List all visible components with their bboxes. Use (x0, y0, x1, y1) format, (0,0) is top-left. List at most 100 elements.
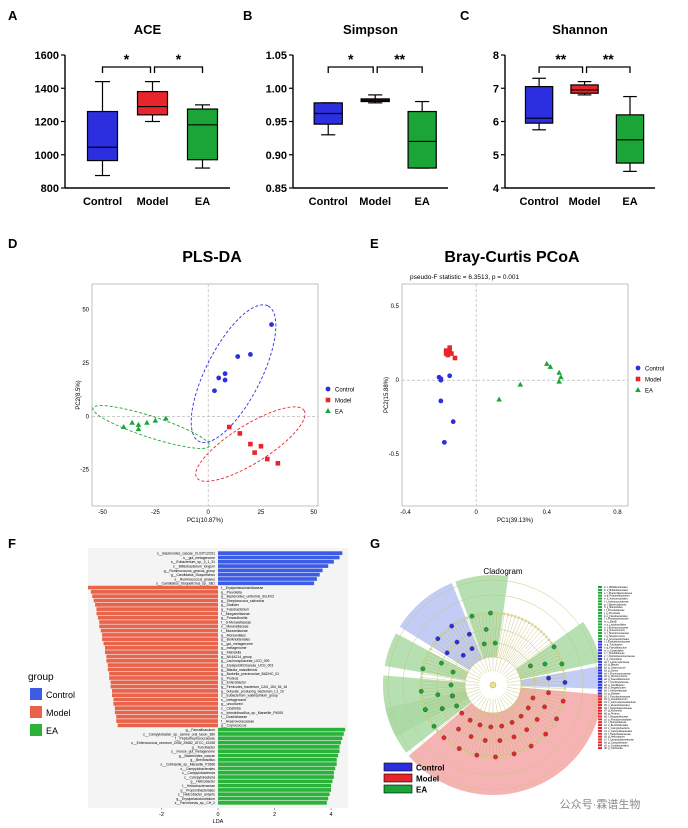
lda-bar-model (109, 671, 218, 676)
biomarker-node (454, 703, 459, 709)
leaf-node (499, 755, 502, 758)
legend-swatch-model (30, 706, 42, 718)
leaf-node (459, 619, 462, 623)
leaf-node (534, 742, 537, 745)
branch-line (460, 620, 487, 673)
point-model (226, 424, 232, 430)
bar-label: g__Dialister (221, 603, 240, 607)
point-model (452, 355, 458, 361)
legend-list-item: b3: g_Fusobacterium (604, 698, 628, 701)
x-tick-label: 0.4 (543, 510, 552, 516)
leaf-node (422, 702, 425, 705)
legend-list-item: b9: f_Morganellaceae (604, 715, 629, 718)
legend-list-swatch (598, 703, 602, 706)
branch-line (502, 633, 545, 676)
branch-line (513, 703, 547, 734)
point-control (635, 365, 641, 371)
panel-letter-D: D (8, 236, 17, 251)
legend-list-swatch (598, 709, 602, 712)
legend-list-item: a8: g_Oscillibacter (604, 684, 625, 687)
leaf-node (547, 729, 551, 732)
legend-list-item: n: o_Lactobacillales (604, 623, 627, 626)
leaf-node (557, 713, 560, 716)
legend-list-item: a7: f_Oscillospiraceae (604, 681, 629, 684)
branch-line (520, 692, 563, 704)
chart-title: ACE (134, 22, 162, 37)
biomarker-node (449, 623, 455, 629)
branch-line (495, 712, 501, 757)
point-model (635, 376, 641, 382)
legend-label: Control (645, 367, 664, 373)
legend-list-item: c6: g_Helicobacter (604, 736, 625, 739)
box-ea (407, 110, 437, 169)
point-ea (547, 363, 554, 369)
point-control (216, 375, 222, 381)
chart-title: PLS-DA (182, 249, 242, 266)
legend-swatch-ea (383, 784, 413, 794)
legend-list-item: a9: c_Negativicutes (604, 687, 627, 690)
branch-line (506, 673, 565, 683)
point-ea (558, 374, 564, 380)
legend-list-item: c9: o_Coriobacteriales (604, 744, 630, 747)
biomarker-node (551, 644, 557, 650)
legend-list-item: b7: g_Klebsiella (604, 710, 622, 713)
leaf-node (420, 676, 423, 679)
branch-line (485, 712, 491, 757)
bar-label: s__gut_metagenome (221, 642, 253, 646)
leaf-node (446, 739, 449, 743)
bar-label: s__Candidatus_Stoquefichus_sp._SB1 (156, 582, 215, 586)
legend-list-swatch (598, 721, 602, 724)
biomarker-node (554, 716, 559, 722)
branch-line (474, 712, 486, 755)
lda-bar-control (218, 559, 334, 564)
confidence-ellipse-control (190, 304, 277, 443)
biomarker-node (441, 735, 447, 741)
legend-list-swatch (598, 663, 602, 666)
x-tick-label: 2 (273, 812, 276, 818)
y-tick-label: 800 (41, 183, 59, 195)
branch-line (424, 689, 480, 708)
legend-list-item: a0: f_Lachnospiraceae (604, 661, 630, 664)
lda-bar-model (99, 620, 218, 624)
bar-label: f__Helicobacteraceae (182, 784, 215, 788)
legend-list-swatch (598, 591, 602, 594)
branch-line (516, 700, 554, 725)
branch-line (506, 687, 565, 697)
y-tick-label: 0.90 (266, 150, 287, 162)
x-tick-label: EA (195, 196, 210, 208)
leaf-node (531, 623, 534, 626)
lda-bar-model (100, 628, 218, 633)
branch-line (470, 616, 489, 672)
bar-label: s__Moraxellaceae (221, 625, 249, 629)
legend-list-item: x: f_Clostridiaceae (604, 652, 625, 655)
biomarker-node (439, 660, 444, 666)
biomarker-node (518, 713, 524, 719)
legend-list-swatch (598, 701, 602, 704)
lda-bar-ea (218, 800, 327, 805)
biomarker-node (543, 731, 549, 737)
legend-list-item: c1: f_Moraxellaceae (604, 721, 627, 724)
legend-label: Model (645, 378, 661, 384)
clade-sector-control (399, 583, 483, 671)
bar-label: g__NK4A214_group (221, 655, 252, 659)
x-tick-label: -25 (151, 510, 160, 516)
lda-bar-model (107, 667, 218, 672)
legend-list-swatch (598, 603, 602, 606)
y-axis-label: PC2(15.88%) (384, 377, 390, 413)
point-model (252, 450, 257, 455)
point-control (222, 371, 228, 377)
branch-line (463, 619, 482, 660)
branch-line (504, 710, 523, 751)
legend-list-swatch (598, 692, 602, 695)
legend-label: Control (416, 764, 444, 773)
legend-label: EA (46, 726, 58, 736)
point-control (235, 354, 241, 359)
clade-sector-ea (384, 633, 469, 681)
legend-list-item: a5: g_Ruminococcus (604, 675, 628, 678)
legend-list-item: a: c_Bifidobacteriales (604, 586, 629, 589)
legend-list-swatch (598, 657, 602, 660)
lda-bar-ea (218, 727, 346, 732)
clade-sector-ea (455, 574, 509, 659)
branch-line (497, 616, 516, 672)
branch-line (432, 645, 470, 670)
